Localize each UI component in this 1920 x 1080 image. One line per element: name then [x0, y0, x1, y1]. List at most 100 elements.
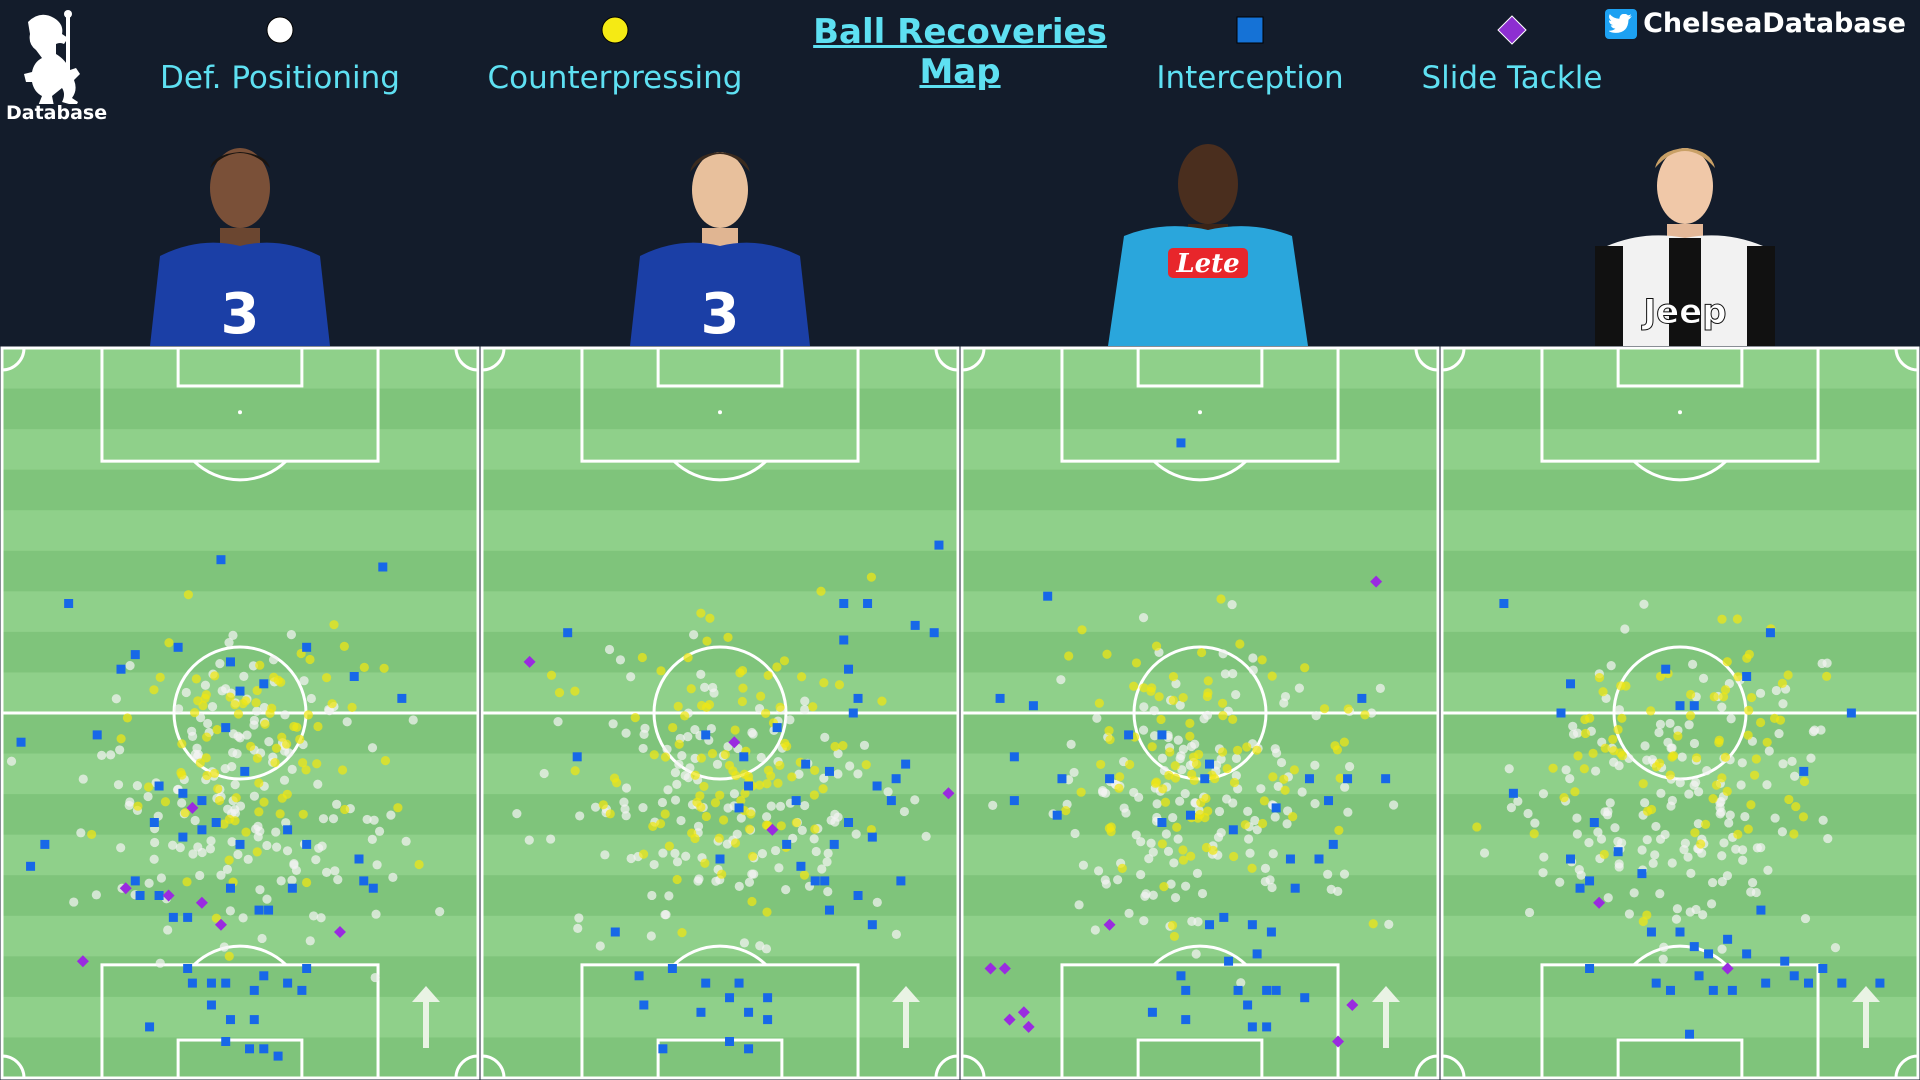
def-positioning-point	[318, 814, 329, 824]
counterpressing-point	[1150, 778, 1161, 788]
def-positioning-point	[1311, 711, 1321, 721]
counterpressing-point	[704, 699, 715, 710]
def-positioning-point	[662, 744, 672, 754]
def-positioning-point	[239, 671, 249, 681]
def-positioning-point	[683, 732, 693, 742]
slide-tackle-point	[162, 889, 175, 902]
counterpressing-point	[1717, 773, 1727, 783]
interception-point	[1508, 788, 1518, 798]
def-positioning-point	[647, 890, 657, 901]
slide-tackle-point	[214, 918, 227, 931]
def-positioning-point	[1655, 719, 1666, 729]
counterpressing-point	[747, 896, 757, 907]
interception-point	[297, 985, 307, 995]
def-positioning-point	[401, 836, 411, 846]
def-positioning-point	[1245, 848, 1255, 858]
counterpressing-point	[546, 670, 557, 680]
counterpressing-point	[1529, 829, 1539, 839]
counterpressing-point	[211, 913, 221, 923]
interception-point	[844, 664, 854, 674]
def-positioning-point	[700, 682, 710, 692]
interception-point	[839, 599, 849, 608]
def-positioning-point	[1175, 700, 1185, 710]
interception-point	[1205, 920, 1215, 930]
def-positioning-point	[1166, 879, 1176, 889]
counterpressing-point	[339, 641, 349, 651]
penalty-arc-top	[1152, 460, 1248, 482]
interception-point	[1646, 927, 1656, 937]
counterpressing-point	[1617, 713, 1627, 723]
interception-point	[1328, 839, 1338, 849]
interception-point	[1585, 876, 1595, 886]
grass-stripe	[962, 550, 1438, 592]
def-positioning-point	[859, 740, 870, 750]
def-positioning-point	[1572, 813, 1582, 823]
counterpressing-point	[1822, 671, 1832, 681]
slide-tackle-point	[1370, 575, 1383, 588]
interception-point	[197, 825, 207, 835]
def-positioning-point	[1294, 683, 1305, 693]
counterpressing-point	[260, 719, 270, 729]
counterpressing-point	[1646, 706, 1656, 716]
interception-point	[1324, 796, 1334, 806]
def-positioning-point	[193, 842, 203, 852]
def-positioning-point	[660, 910, 670, 920]
def-positioning-point	[739, 938, 750, 948]
def-positioning-point	[1756, 843, 1766, 853]
interception-point	[1675, 927, 1685, 937]
twitter-handle[interactable]: ChelseaDatabase	[1605, 8, 1906, 39]
counterpressing-point	[233, 709, 244, 719]
interception-point	[744, 1044, 754, 1054]
interception-point	[1219, 912, 1229, 922]
interception-point	[197, 796, 207, 806]
counterpressing-point	[133, 801, 143, 811]
player-photo-4: Jeep	[1595, 148, 1775, 346]
counterpressing-point	[1600, 743, 1610, 753]
def-positioning-point	[1596, 834, 1607, 844]
counterpressing-point	[1217, 747, 1228, 757]
counterpressing-point	[1235, 639, 1245, 649]
counterpressing-point	[696, 802, 706, 812]
grass-stripe	[482, 469, 958, 511]
counterpressing-point	[664, 841, 674, 851]
counterpressing-point	[1686, 689, 1696, 700]
counterpressing-point	[705, 613, 715, 623]
penalty-arc-bottom	[672, 944, 768, 966]
def-positioning-point	[1764, 746, 1774, 756]
counterpressing-point	[1186, 851, 1196, 861]
interception-point	[1157, 818, 1167, 827]
counterpressing-point	[714, 833, 724, 843]
counterpressing-point	[728, 766, 738, 776]
interception-point	[1300, 993, 1310, 1003]
interception-point	[206, 1000, 216, 1010]
slide-tackle-point	[728, 736, 741, 749]
def-positioning-point	[1655, 889, 1665, 899]
counterpressing-point	[787, 772, 797, 782]
interception-point	[1200, 774, 1210, 784]
def-positioning-point	[899, 806, 910, 817]
def-positioning-point	[1830, 943, 1841, 953]
def-positioning-point	[149, 854, 159, 864]
def-positioning-point	[1809, 725, 1820, 735]
legend-label: Def. Positioning	[160, 60, 400, 96]
def-positioning-point	[1270, 812, 1280, 822]
interception-point	[1818, 964, 1828, 973]
def-positioning-point	[230, 808, 241, 818]
interception-point	[1124, 730, 1134, 740]
six-yard-box-top	[656, 346, 784, 388]
corner-arc	[1894, 347, 1919, 372]
def-positioning-point	[1770, 813, 1780, 823]
counterpressing-point	[1642, 806, 1653, 816]
interception-point	[354, 854, 364, 864]
counterpressing-point	[1783, 670, 1793, 680]
counterpressing-point	[570, 686, 580, 696]
interception-point	[359, 876, 369, 886]
counterpressing-point	[149, 685, 159, 695]
def-positioning-point	[722, 839, 732, 849]
def-positioning-point	[1719, 838, 1729, 848]
counterpressing-point	[282, 739, 292, 749]
counterpressing-point	[414, 859, 424, 870]
counterpressing-point	[763, 670, 773, 681]
interception-point	[1176, 438, 1186, 448]
def-positioning-point	[1180, 789, 1190, 799]
